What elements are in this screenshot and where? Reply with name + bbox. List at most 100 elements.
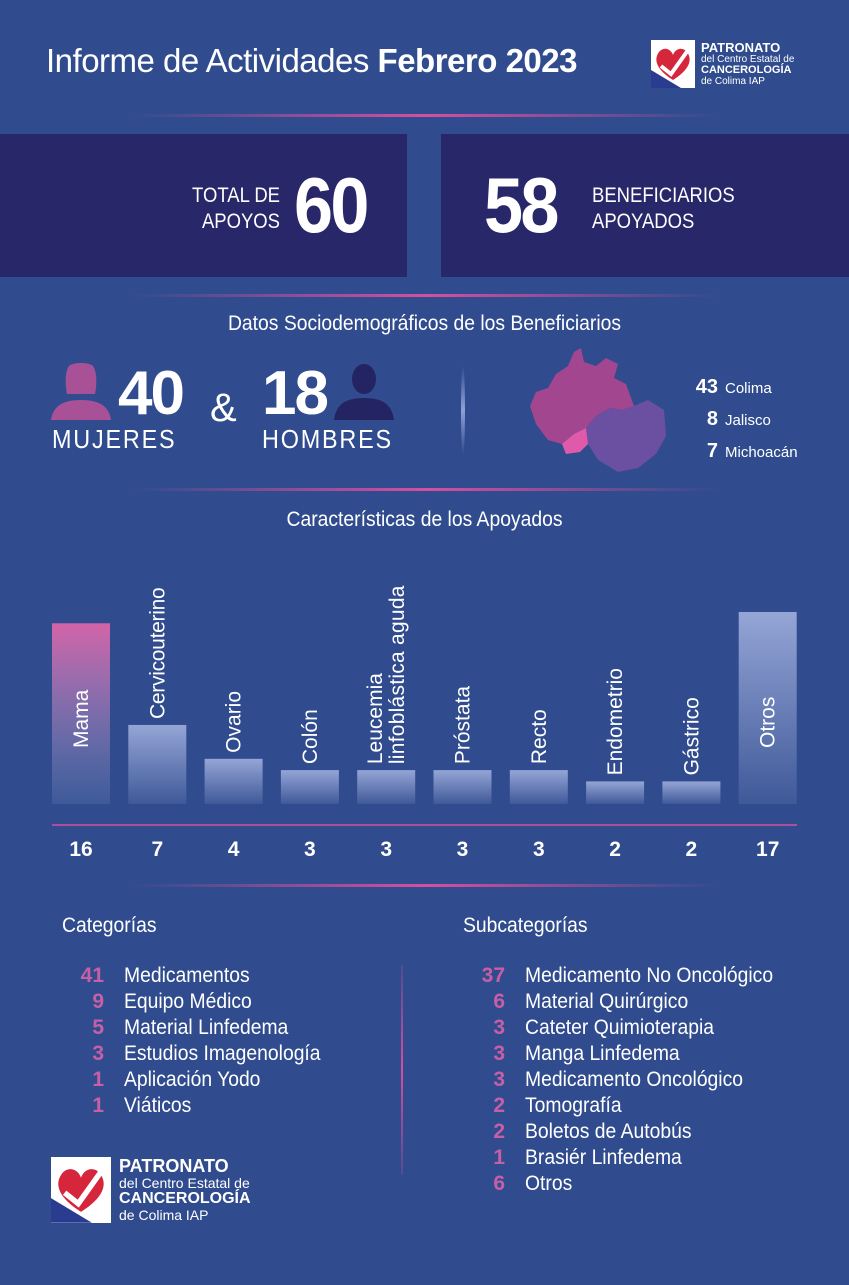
list-item: 1 Brasiér Linfedema [463, 1145, 795, 1171]
item-count: 2 [493, 1120, 505, 1143]
item-count: 1 [493, 1146, 505, 1169]
woman-icon [51, 362, 111, 425]
apoyos-value: 60 [294, 161, 369, 249]
logo-heart-icon [51, 1157, 111, 1223]
logo-heart-icon [651, 40, 695, 88]
item-count: 41 [80, 964, 104, 987]
bar-chart-svg: Mama 16 Cervicouterino 7 Ovario 4 Colón 3 Leucem… [52, 585, 797, 861]
list-item: 6 Material Quirúrgico [463, 989, 795, 1015]
item-label: Manga Linfedema [525, 1042, 680, 1065]
bar-label-4: Leucemialinfoblástica aguda [364, 585, 409, 764]
logo-line1: PATRONATO [119, 1156, 229, 1177]
logo-line2: del Centro Estatal de [701, 53, 795, 65]
item-count: 3 [493, 1042, 505, 1065]
logo-line4: de Colima IAP [701, 75, 765, 87]
separator-3 [130, 488, 720, 491]
state-row-michoacan: 7 Michoacán [692, 440, 798, 472]
bar-3 [280, 770, 339, 804]
value-label-9: 17 [756, 838, 779, 861]
beneficiarios-panel [441, 134, 849, 277]
item-label: Cateter Quimioterapia [525, 1016, 715, 1039]
women-value: 40 [118, 359, 185, 428]
separator-1 [130, 114, 720, 117]
bar-label-2: Ovario [223, 691, 246, 753]
men-value: 18 [262, 359, 329, 428]
item-count: 3 [92, 1042, 104, 1065]
bar-8 [662, 781, 721, 804]
state-row-jalisco: 8 Jalisco [692, 408, 798, 440]
bar-7 [586, 781, 645, 804]
footer-logo: PATRONATO del Centro Estatal de CANCEROL… [51, 1157, 251, 1223]
value-label-5: 3 [457, 838, 469, 861]
state-count: 8 [706, 408, 718, 430]
item-label: Equipo Médico [124, 990, 252, 1013]
item-count: 1 [92, 1068, 104, 1091]
region-map [526, 344, 671, 479]
bar-label-5: Próstata [452, 686, 475, 765]
item-label: Aplicación Yodo [124, 1068, 261, 1091]
total-apoyos-panel [0, 134, 407, 277]
lists-divider [401, 965, 403, 1175]
demographics-divider [461, 365, 465, 455]
states-list: 43 Colima 8 Jalisco 7 Michoacán [692, 376, 798, 472]
item-count: 3 [493, 1068, 505, 1091]
categories-title: Categorías [62, 914, 157, 937]
list-item: 6 Otros [463, 1171, 795, 1197]
bar-label-7: Endometrio [604, 668, 627, 775]
list-item: 3 Estudios Imagenología [62, 1041, 338, 1067]
item-label: Tomografía [525, 1094, 622, 1117]
item-count: 37 [481, 964, 505, 987]
bar-2 [204, 758, 263, 804]
item-label: Brasiér Linfedema [525, 1146, 682, 1169]
bar-5 [433, 770, 492, 804]
value-label-4: 3 [380, 838, 392, 861]
ampersand: & [210, 386, 237, 430]
title-bold: Febrero 2023 [377, 42, 578, 79]
item-count: 6 [493, 1172, 505, 1195]
separator-4 [130, 884, 720, 887]
categories-list: 41 Medicamentos 9 Equipo Médico 5 Material … [62, 963, 338, 1119]
state-count: 43 [695, 376, 718, 398]
value-label-3: 3 [304, 838, 316, 861]
beneficiarios-label-line2: APOYADOS [592, 210, 695, 233]
state-row-colima: 43 Colima [692, 376, 798, 408]
item-label: Estudios Imagenología [124, 1042, 321, 1065]
men-label: HOMBRES [262, 424, 393, 454]
value-label-1: 7 [151, 838, 163, 861]
state-count: 7 [706, 440, 718, 462]
item-label: Medicamento No Oncológico [525, 964, 774, 987]
header-logo: PATRONATO del Centro Estatal de CANCEROL… [651, 40, 794, 88]
apoyos-label: TOTAL DE APOYOS [150, 183, 280, 235]
state-name: Jalisco [725, 412, 771, 429]
separator-2 [130, 294, 720, 297]
bar-label-9: Otros [757, 697, 780, 748]
bar-9 [738, 612, 797, 804]
item-count: 3 [493, 1016, 505, 1039]
value-label-6: 3 [533, 838, 545, 861]
beneficiarios-label-line1: BENEFICIARIOS [592, 184, 735, 207]
item-label: Material Quirúrgico [525, 990, 689, 1013]
subcategories-title: Subcategorías [463, 914, 588, 937]
list-item: 3 Manga Linfedema [463, 1041, 795, 1067]
item-label: Viáticos [124, 1094, 192, 1117]
list-item: 37 Medicamento No Oncológico [463, 963, 795, 989]
item-count: 2 [493, 1094, 505, 1117]
logo-line3: CANCEROLOGÍA [119, 1190, 251, 1208]
value-label-7: 2 [609, 838, 621, 861]
bar-1 [128, 724, 187, 804]
item-count: 6 [493, 990, 505, 1013]
bar-label-1: Cervicouterino [146, 587, 169, 719]
logo-line1: PATRONATO [701, 39, 781, 55]
bar-4 [357, 770, 416, 804]
page-title: Informe de Actividades Febrero 2023 [46, 42, 577, 80]
bar-label-0: Mama [70, 689, 93, 748]
state-name: Colima [725, 380, 772, 397]
bar-label-8: Gástrico [680, 697, 703, 775]
list-item: 3 Medicamento Oncológico [463, 1067, 795, 1093]
women-label: MUJERES [52, 424, 177, 454]
demographics-title: Datos Sociodemográficos de los Beneficia… [227, 312, 622, 335]
title-light: Informe de Actividades [46, 42, 369, 79]
logo-line2: del Centro Estatal de [119, 1175, 250, 1192]
list-item: 1 Aplicación Yodo [62, 1067, 338, 1093]
item-count: 5 [92, 1016, 104, 1039]
